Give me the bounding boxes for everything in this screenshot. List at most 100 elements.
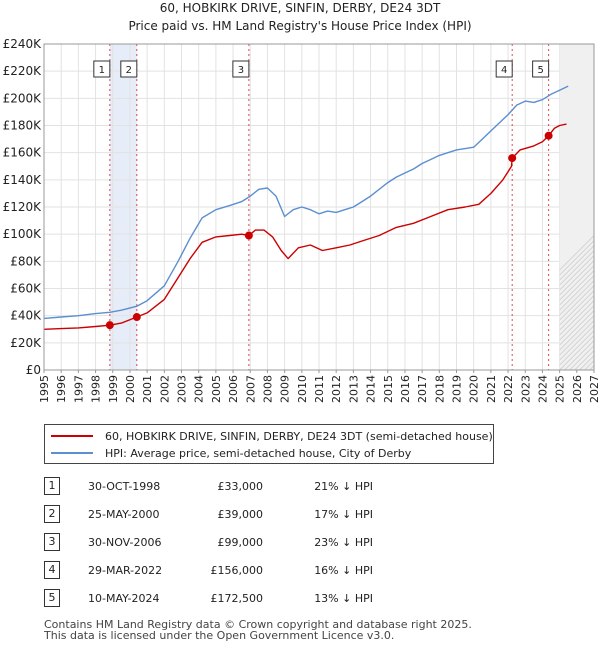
y-tick-label: £180K (3, 119, 43, 133)
x-tick-label: 2016 (399, 375, 412, 403)
chart-title: 60, HOBKIRK DRIVE, SINFIN, DERBY, DE24 3… (160, 1, 441, 15)
sale-label-box (532, 60, 550, 78)
sale-label-number: 5 (537, 65, 543, 76)
sale-hpi-diff: 13% ↓ HPI (314, 591, 373, 605)
hpi-line (43, 85, 569, 320)
x-tick-label: 2004 (193, 375, 206, 403)
sale-price: £39,000 (217, 507, 264, 521)
table-row: 3 30-NOV-2006 £99,000 23% ↓ HPI (44, 528, 373, 556)
sale-date: 25-MAY-2000 (88, 507, 160, 521)
sale-date: 29-MAR-2022 (88, 563, 163, 577)
sale-label-number: 1 (99, 65, 105, 76)
sale-label-number: 2 (126, 65, 132, 76)
x-tick-label: 2000 (124, 375, 137, 403)
x-tick-label: 2018 (433, 375, 446, 403)
y-tick-label: £100K (3, 227, 43, 241)
sale-label-number: 4 (501, 65, 507, 76)
sale-point (508, 154, 517, 163)
legend-item-hpi: HPI: Average price, semi-detached house,… (51, 445, 411, 461)
future-hatch-group (559, 44, 600, 370)
sale-points-group (105, 131, 553, 330)
hatch-line (595, 44, 600, 370)
sale-hpi-diff: 16% ↓ HPI (314, 563, 373, 577)
price-chart: 60, HOBKIRK DRIVE, SINFIN, DERBY, DE24 3… (3, 1, 600, 403)
y-tick-label: £0 (26, 363, 41, 377)
y-tick-label: £160K (3, 146, 43, 160)
sale-label-box (232, 60, 250, 78)
y-tick-label: £60K (10, 282, 42, 296)
sale-point (132, 313, 141, 322)
chart-legend: 60, HOBKIRK DRIVE, SINFIN, DERBY, DE24 3… (44, 424, 494, 464)
x-tick-label: 2017 (416, 375, 429, 403)
y-tick-label: £120K (3, 200, 43, 214)
hatch-line (559, 285, 594, 321)
x-tick-label: 1999 (107, 375, 120, 403)
x-tick-label: 2009 (279, 375, 292, 403)
sale-number-badge: 5 (44, 589, 60, 607)
sale-label-number: 3 (238, 65, 244, 76)
hatch-line (559, 305, 594, 341)
x-tick-label: 2026 (571, 375, 584, 403)
x-tick-label: 2003 (176, 375, 189, 403)
table-row: 4 29-MAR-2022 £156,000 16% ↓ HPI (44, 556, 373, 584)
sale-point (105, 321, 114, 330)
sale-number-badge: 1 (44, 477, 60, 495)
sale-date: 30-OCT-1998 (88, 479, 161, 493)
legend-property-swatch (51, 435, 93, 437)
footer-copyright: Contains HM Land Registry data © Crown c… (44, 618, 472, 631)
x-tick-label: 2014 (365, 375, 378, 403)
y-tick-label: £220K (3, 64, 43, 78)
x-tick-label: 2002 (158, 375, 171, 403)
table-row: 5 10-MAY-2024 £172,500 13% ↓ HPI (44, 584, 373, 612)
x-tick-label: 2021 (485, 375, 498, 403)
legend-hpi-swatch (51, 452, 93, 454)
x-tick-label: 1998 (90, 375, 103, 403)
sale-label-box (93, 60, 111, 78)
x-tick-label: 2019 (451, 375, 464, 403)
x-tick-label: 2001 (141, 375, 154, 403)
sale-number-badge: 2 (44, 505, 60, 523)
sale-point (544, 131, 553, 140)
x-tick-label: 2008 (261, 375, 274, 403)
sale-hpi-diff: 21% ↓ HPI (314, 479, 373, 493)
sale-price: £156,000 (210, 563, 264, 577)
sale-price: £172,500 (210, 591, 264, 605)
x-tick-label: 2012 (330, 375, 343, 403)
x-tick-label: 2015 (382, 375, 395, 403)
x-tick-label: 1996 (55, 375, 68, 403)
chart-subtitle: Price paid vs. HM Land Registry's House … (128, 19, 471, 33)
legend-property-label: 60, HOBKIRK DRIVE, SINFIN, DERBY, DE24 3… (105, 429, 493, 443)
sale-number-badge: 3 (44, 533, 60, 551)
x-tick-label: 2020 (468, 375, 481, 403)
y-tick-label: £40K (10, 309, 42, 323)
x-tick-label: 2024 (536, 375, 549, 403)
x-tick-label: 2013 (347, 375, 360, 403)
sales-table: 1 30-OCT-1998 £33,000 21% ↓ HPI 2 25-MAY… (44, 472, 373, 612)
legend-hpi-label: HPI: Average price, semi-detached house,… (105, 446, 412, 460)
sale-price: £99,000 (217, 535, 264, 549)
hatch-line (559, 290, 594, 326)
legend-item-property: 60, HOBKIRK DRIVE, SINFIN, DERBY, DE24 3… (51, 428, 493, 444)
footer-licence: This data is licensed under the Open Gov… (44, 629, 395, 642)
y-tick-label: £80K (10, 254, 42, 268)
y-tick-label: £240K (3, 37, 43, 51)
hatch-line (559, 295, 594, 331)
sale-point (244, 231, 253, 240)
sale-date: 30-NOV-2006 (88, 535, 162, 549)
y-tick-label: £200K (3, 91, 43, 105)
sale-hpi-diff: 17% ↓ HPI (314, 507, 373, 521)
x-tick-label: 2006 (227, 375, 240, 403)
future-region (559, 44, 594, 370)
sale-label-boxes: 1 2 3 4 5 (93, 60, 550, 78)
x-tick-label: 2025 (554, 375, 567, 403)
x-tick-label: 2007 (244, 375, 257, 403)
y-tick-label: £140K (3, 173, 43, 187)
sale-date: 10-MAY-2024 (88, 591, 160, 605)
x-tick-label: 1997 (72, 375, 85, 403)
table-row: 1 30-OCT-1998 £33,000 21% ↓ HPI (44, 472, 373, 500)
axes-group: £0 £20K £40K £60K £80K £100K £120K £140K £160K £1… (3, 37, 600, 403)
x-tick-label: 2022 (502, 375, 515, 403)
y-tick-label: £20K (10, 336, 42, 350)
x-tick-label: 2005 (210, 375, 223, 403)
sale-hpi-diff: 23% ↓ HPI (314, 535, 373, 549)
